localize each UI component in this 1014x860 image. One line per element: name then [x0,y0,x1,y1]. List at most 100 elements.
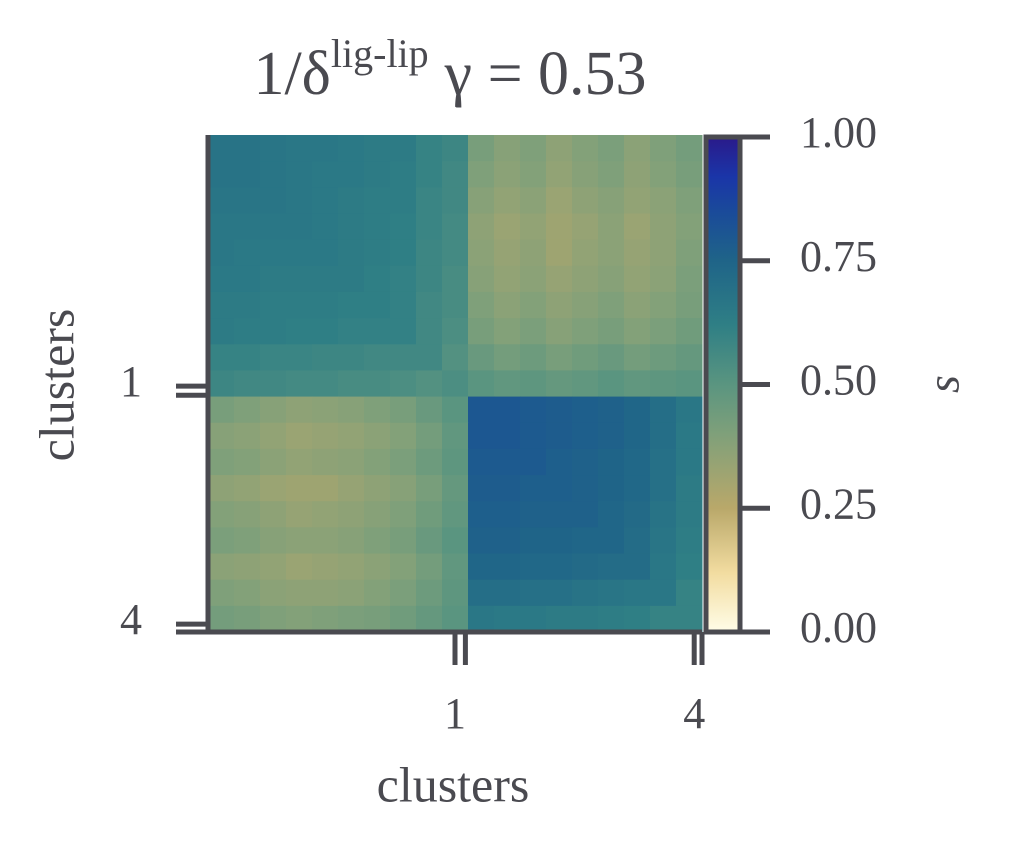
heatmap-cell [546,291,573,319]
heatmap-cell [338,501,365,528]
heatmap-cell [598,605,625,633]
heatmap-cell [442,135,469,162]
heatmap-cell [286,291,313,319]
heatmap-cell [520,213,547,241]
heatmap-cell [598,161,625,188]
heatmap-cell [520,422,547,450]
heatmap-cell [338,579,365,607]
heatmap-cell [546,553,573,581]
heatmap-cell [494,527,521,555]
heatmap-cell [312,239,339,267]
heatmap-cell [442,527,469,555]
heatmap-cell [442,579,469,607]
heatmap-cell [234,475,261,502]
y-tick-label: 1 [120,357,142,406]
heatmap-cell [416,579,443,607]
heatmap-cell [312,527,339,555]
heatmap-cell [390,370,417,398]
heatmap-cell [676,135,703,162]
heatmap-cell [208,475,235,502]
heatmap-cell [598,187,625,214]
heatmap-cell [390,501,417,528]
heatmap-cell [546,265,573,293]
heatmap-cell [208,605,235,633]
heatmap-cell [234,448,261,476]
heatmap-cell [598,501,625,528]
heatmap-cell [260,291,287,319]
heatmap-cell [234,239,261,267]
heatmap-cell [546,448,573,476]
heatmap-cell [286,448,313,476]
heatmap-cell [494,135,521,162]
heatmap-cell [208,291,235,319]
heatmap-cell [416,501,443,528]
heatmap-cell [364,135,391,162]
heatmap-cell [624,344,651,371]
heatmap-cell [494,579,521,607]
heatmap-cell [650,501,677,528]
heatmap-cell [312,553,339,581]
heatmap-cell [650,553,677,581]
heatmap-cell [546,527,573,555]
axes: 1 4 1 4 0.00 0.25 0.50 0.75 1.00 [120,108,877,738]
heatmap-cell [208,396,235,424]
heatmap-cell [442,553,469,581]
colorbar-tick-label: 0.50 [800,356,877,405]
heatmap-cell [312,161,339,188]
x-axis-label: clusters [377,756,530,812]
heatmap-cell [416,187,443,214]
heatmap-cell [390,475,417,502]
heatmap-cell [364,475,391,502]
heatmap-cell [624,265,651,293]
heatmap-cell [234,161,261,188]
heatmap-cell [260,239,287,267]
heatmap-cell [624,213,651,241]
heatmap-cell [286,318,313,345]
heatmap-cell [390,265,417,293]
heatmap-cell [572,161,599,188]
heatmap-cell [208,553,235,581]
heatmap-cell [338,161,365,188]
heatmap-cell [312,187,339,214]
heatmap-cell [416,135,443,162]
heatmap-cell [520,448,547,476]
heatmap-cell [312,422,339,450]
heatmap-cell [650,187,677,214]
heatmap-cell [364,605,391,633]
heatmap-cell [546,239,573,267]
heatmap-cell [468,501,495,528]
heatmap-cell [390,291,417,319]
heatmap-cell [468,318,495,345]
heatmap-cell [390,344,417,371]
heatmap-cell [416,448,443,476]
heatmap-cell [390,187,417,214]
heatmap-cell [520,161,547,188]
heatmap-cell [260,265,287,293]
heatmap-cell [364,370,391,398]
heatmap-cell [312,291,339,319]
heatmap-cell [312,501,339,528]
heatmap-cell [208,265,235,293]
heatmap-cell [624,187,651,214]
heatmap-cell [546,213,573,241]
heatmap-cell [338,265,365,293]
heatmap-cells [208,135,703,633]
heatmap-cell [494,422,521,450]
heatmap-cell [312,396,339,424]
heatmap-cell [650,527,677,555]
heatmap-cell [468,265,495,293]
heatmap-cell [650,475,677,502]
heatmap-cell [338,135,365,162]
heatmap-cell [364,318,391,345]
heatmap-cell [598,579,625,607]
heatmap-cell [676,501,703,528]
heatmap-cell [520,291,547,319]
heatmap-cell [676,265,703,293]
heatmap-cell [390,422,417,450]
heatmap-cell [260,344,287,371]
heatmap-cell [390,579,417,607]
colorbar-tick-label: 1.00 [800,108,877,157]
heatmap-cell [312,448,339,476]
heatmap-cell [234,213,261,241]
heatmap-cell [208,161,235,188]
